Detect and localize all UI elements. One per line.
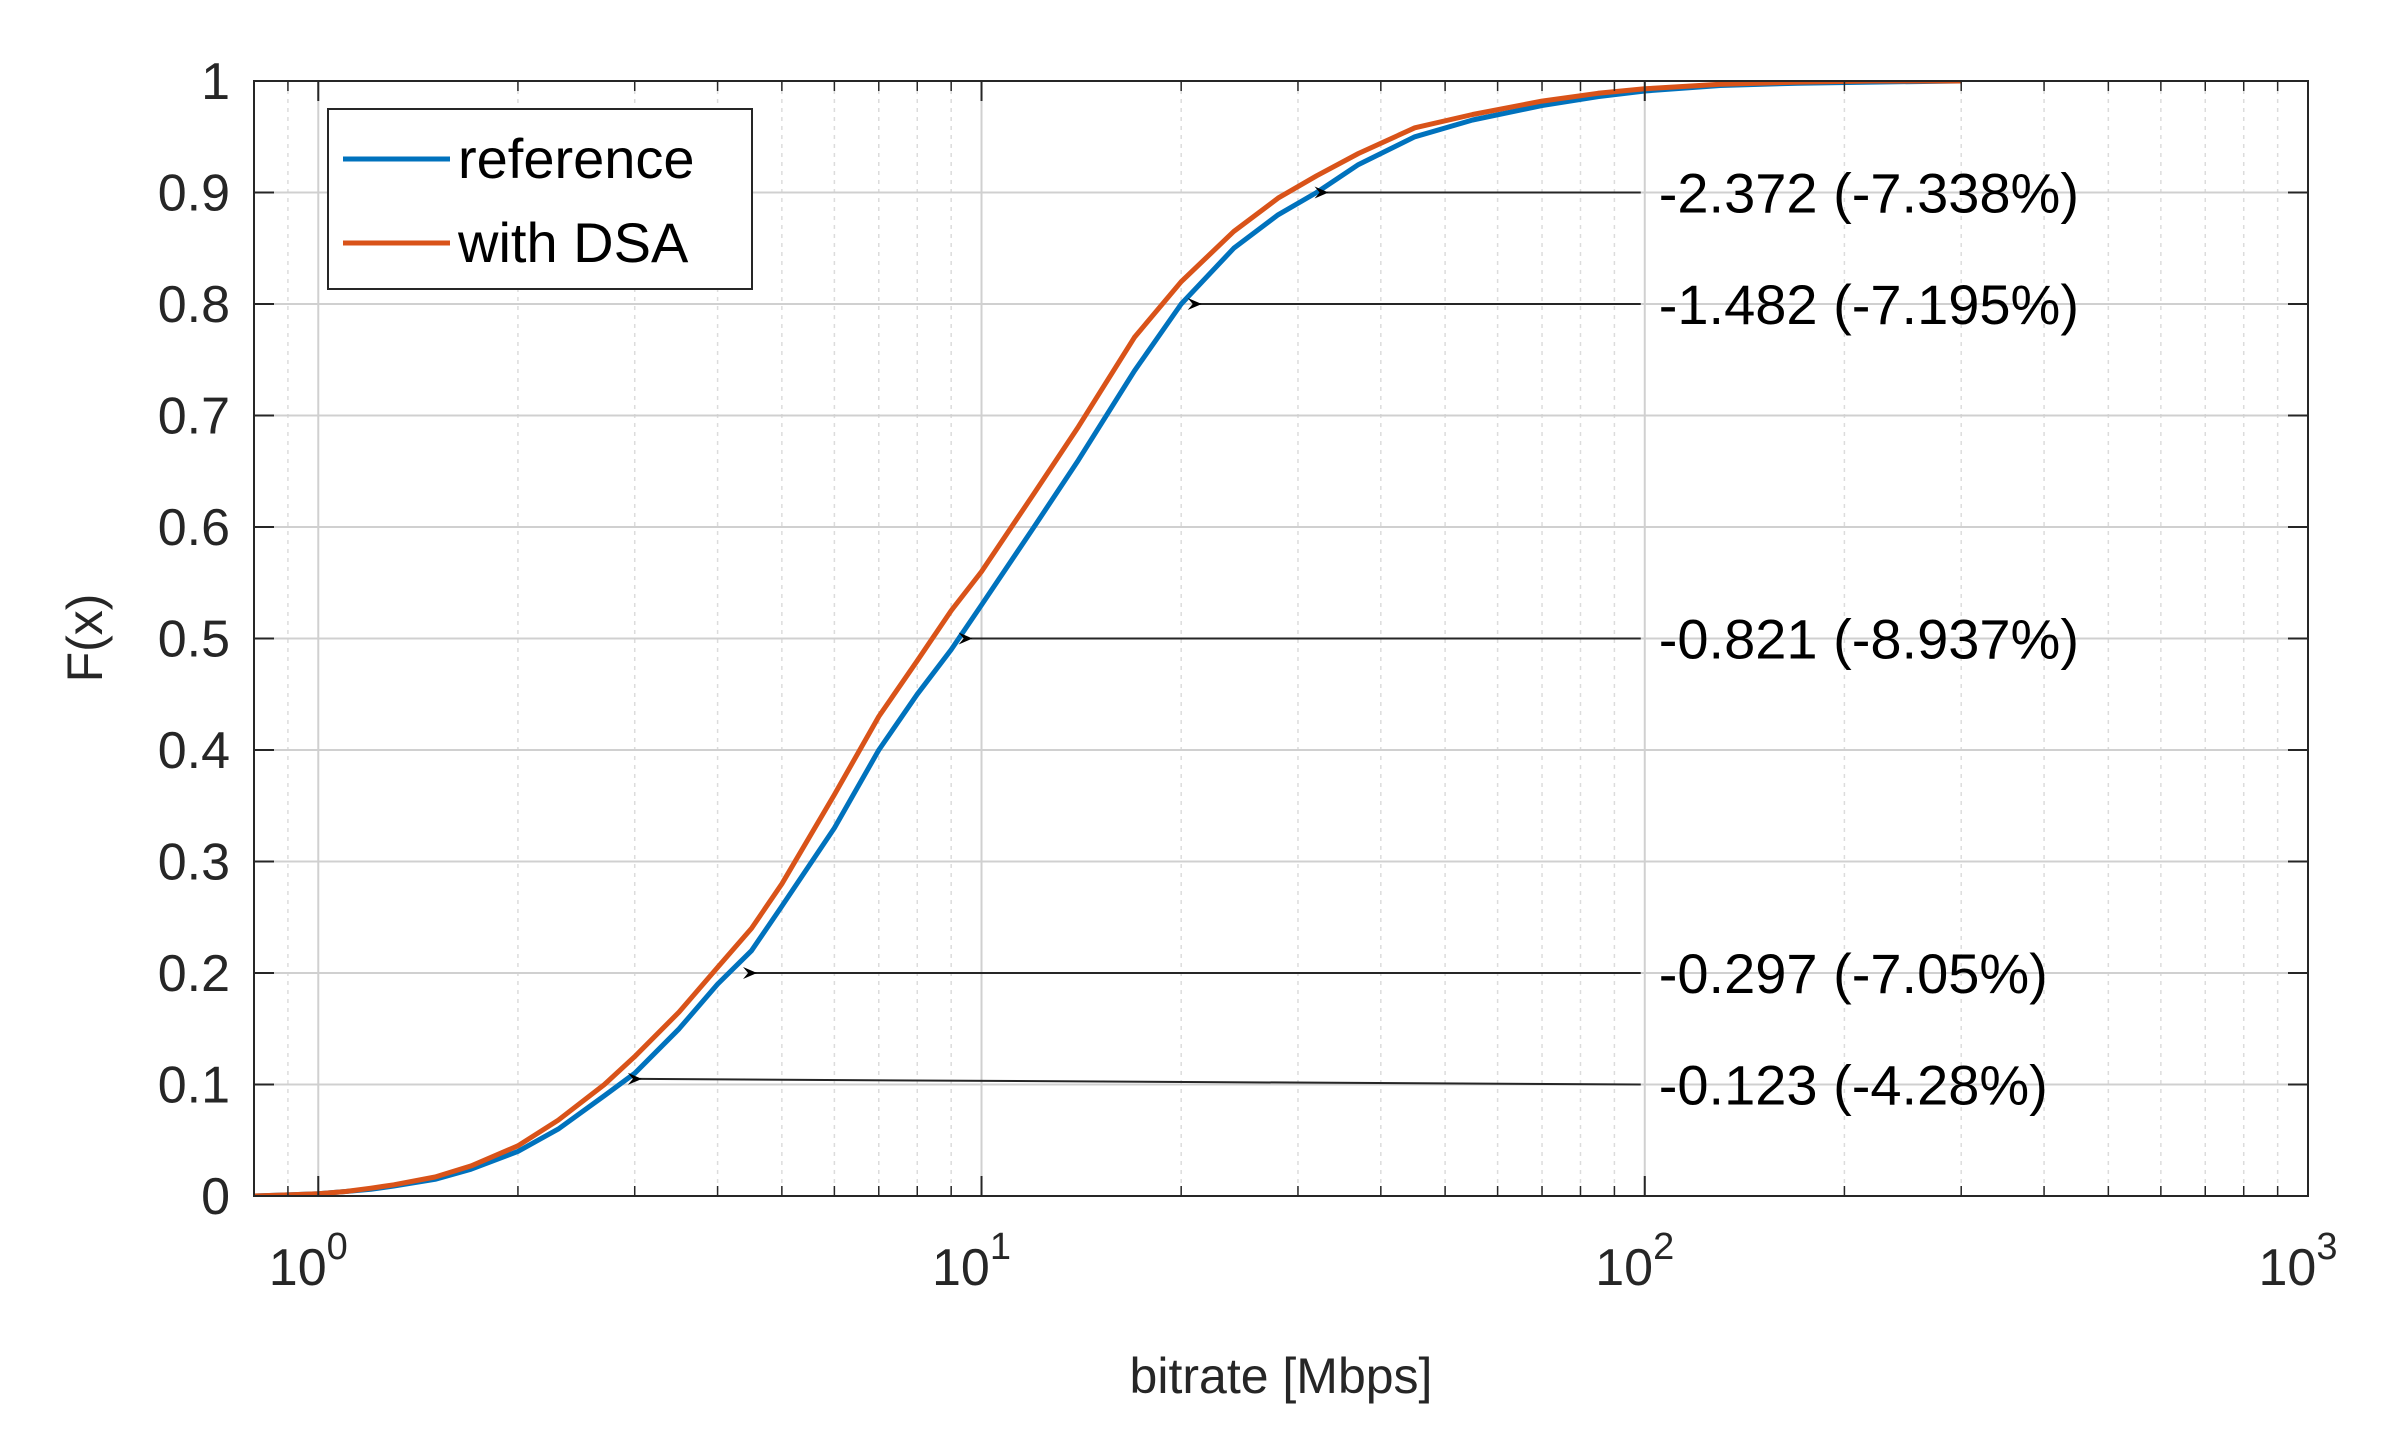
annotation-label: -0.123 (-4.28%) bbox=[1659, 1054, 2048, 1117]
y-tick-label: 0 bbox=[201, 1168, 230, 1226]
y-tick-label: 1 bbox=[201, 53, 230, 111]
y-tick-label: 0.8 bbox=[158, 276, 230, 334]
y-tick-label: 0.4 bbox=[158, 722, 230, 780]
annotation-label: -0.821 (-8.937%) bbox=[1659, 608, 2079, 671]
legend-box bbox=[327, 108, 753, 290]
series-line-with-dsa bbox=[254, 81, 1962, 1196]
y-tick-label: 0.7 bbox=[158, 388, 230, 446]
y-tick-label: 0.1 bbox=[158, 1057, 230, 1115]
ticks-layer: 100 101 102 103 0 0.1 0.2 0.3 0.4 0.5 0.6 0.7 0.8 0.9… bbox=[158, 53, 2338, 1297]
x-tick-label: 101 bbox=[932, 1226, 1011, 1297]
legend: reference with DSA bbox=[327, 108, 753, 290]
annotations: -2.372 (-7.338%) -1.482 (-7.195%) -0.821 (… bbox=[627, 162, 2079, 1117]
legend-label-reference: reference bbox=[458, 127, 695, 190]
y-tick-label: 0.6 bbox=[158, 499, 230, 557]
y-tick-label: 0.2 bbox=[158, 945, 230, 1003]
x-tick-label: 103 bbox=[2259, 1226, 2338, 1297]
y-tick-label: 0.3 bbox=[158, 834, 230, 892]
legend-label-with-dsa: with DSA bbox=[457, 211, 689, 274]
y-tick-label: 0.5 bbox=[158, 611, 230, 669]
x-tick-label: 100 bbox=[269, 1226, 348, 1297]
y-axis-label: F(x) bbox=[57, 594, 113, 683]
x-axis-label: bitrate [Mbps] bbox=[1130, 1348, 1433, 1404]
annotation-label: -2.372 (-7.338%) bbox=[1659, 162, 2079, 225]
annotation-label: -0.297 (-7.05%) bbox=[1659, 942, 2048, 1005]
series-layer bbox=[254, 81, 1962, 1196]
x-tick-label: 102 bbox=[1595, 1226, 1674, 1297]
annotation-arrow bbox=[627, 1072, 1641, 1086]
y-tick-label: 0.9 bbox=[158, 165, 230, 223]
annotation-label: -1.482 (-7.195%) bbox=[1659, 273, 2079, 336]
